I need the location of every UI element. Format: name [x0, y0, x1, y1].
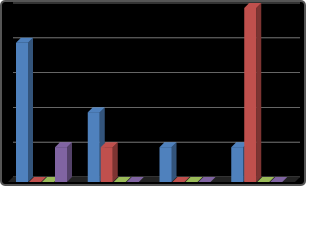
bar-top	[270, 177, 288, 182]
chart-container	[0, 0, 306, 186]
bar-top	[113, 177, 131, 182]
bar-front	[87, 112, 100, 182]
floor	[8, 177, 300, 182]
bar-top	[126, 177, 144, 182]
bar-top	[29, 177, 46, 182]
chart-frame	[0, 0, 306, 186]
bar-top	[55, 142, 72, 148]
bar-side	[112, 142, 118, 182]
bar-front	[159, 147, 172, 182]
bar-top	[257, 177, 275, 182]
bar-side	[67, 142, 72, 182]
bar-front	[244, 8, 257, 182]
bar-top	[244, 3, 262, 8]
bar-top	[159, 142, 177, 148]
bar-front	[16, 42, 28, 182]
bar-top	[42, 177, 59, 182]
bar-side	[28, 37, 33, 182]
bar-top	[100, 142, 118, 148]
bar-top	[185, 177, 203, 182]
bar-side	[256, 3, 262, 182]
bar-front	[55, 147, 67, 182]
bar-top	[198, 177, 216, 182]
bar-top	[172, 177, 190, 182]
bar-front	[100, 147, 113, 182]
bar-top	[16, 37, 33, 43]
chart	[0, 0, 306, 186]
bar-side	[171, 142, 177, 182]
bar-top	[87, 107, 105, 113]
bar-top	[231, 142, 249, 148]
bar-front	[231, 147, 244, 182]
